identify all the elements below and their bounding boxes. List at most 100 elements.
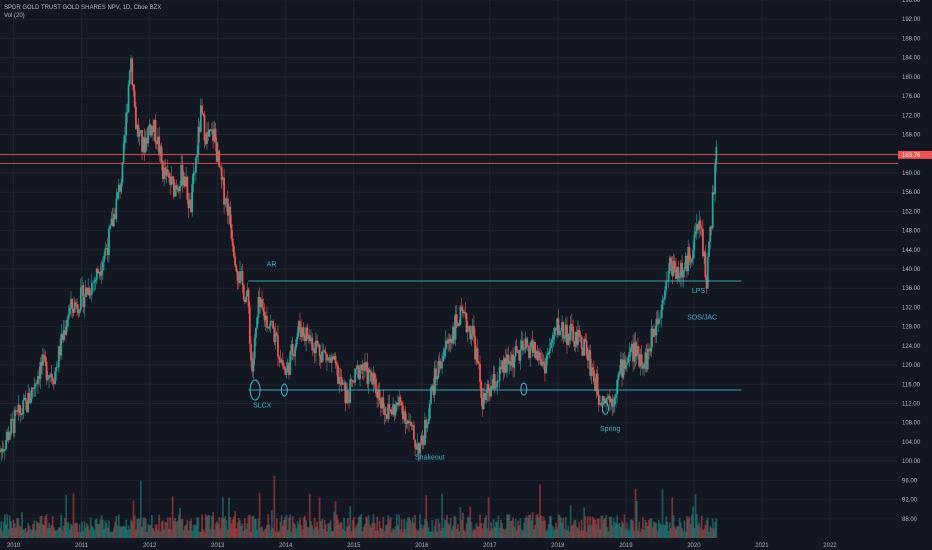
volume-bar bbox=[394, 526, 397, 538]
candle-body bbox=[177, 187, 180, 192]
candle-body bbox=[142, 137, 145, 152]
candle-body bbox=[187, 199, 190, 209]
candle-body bbox=[536, 351, 539, 361]
candle-body bbox=[422, 444, 425, 446]
candle-body bbox=[61, 334, 64, 340]
candle-body bbox=[528, 345, 530, 358]
candle-body bbox=[435, 368, 437, 380]
volume-bar bbox=[550, 516, 552, 538]
candle-body bbox=[470, 333, 473, 340]
candle-body bbox=[66, 319, 69, 327]
candle-body bbox=[220, 167, 223, 181]
candle-body bbox=[562, 322, 565, 339]
candle-body bbox=[0, 448, 3, 452]
candle-body bbox=[283, 365, 285, 370]
candle-body bbox=[566, 324, 568, 345]
volume-bar bbox=[155, 524, 158, 538]
candle-body bbox=[404, 411, 407, 424]
candle-body bbox=[163, 167, 165, 179]
volume-bar bbox=[51, 515, 54, 538]
volume-bar bbox=[700, 515, 703, 538]
volume-bar bbox=[564, 516, 567, 538]
candle-body bbox=[5, 439, 8, 449]
symbol-title[interactable]: SPDR GOLD TRUST GOLD SHARES NPV, 1D, Cbo… bbox=[4, 5, 162, 11]
candle-body bbox=[421, 435, 424, 445]
candle-body bbox=[71, 298, 74, 310]
volume-bar bbox=[77, 531, 80, 538]
volume-bar bbox=[296, 520, 299, 538]
price-axis[interactable]: 88.00 92.00 96.00 100.00 104.00 108.00 112.00 1… bbox=[898, 0, 932, 523]
volume-bar bbox=[461, 512, 464, 538]
volume-bar bbox=[326, 531, 328, 538]
candle-body bbox=[317, 344, 320, 347]
candle-body bbox=[361, 364, 364, 370]
volume-bar bbox=[141, 526, 143, 538]
volume-bar bbox=[2, 521, 5, 538]
volume-bar bbox=[307, 527, 310, 538]
candle-body bbox=[365, 362, 368, 363]
volume-bar bbox=[559, 517, 562, 538]
volume-bar bbox=[678, 517, 681, 538]
candle-body bbox=[579, 334, 582, 337]
candle-body bbox=[318, 344, 321, 357]
volume-bar bbox=[659, 523, 661, 538]
volume-bar bbox=[497, 515, 500, 538]
candle-body bbox=[600, 403, 603, 406]
volume-indicator-label[interactable]: Vol (20) bbox=[4, 13, 25, 19]
candle-body bbox=[286, 362, 289, 369]
volume-bar bbox=[687, 518, 690, 538]
volume-bar bbox=[88, 529, 91, 538]
volume-bar bbox=[104, 520, 107, 538]
candle-body bbox=[493, 374, 496, 389]
volume-bar bbox=[236, 522, 239, 538]
candle-body bbox=[32, 387, 34, 390]
volume-bar bbox=[546, 529, 549, 538]
candle-body bbox=[545, 358, 548, 374]
volume-bar bbox=[0, 521, 3, 538]
x-tick-label: 2018 bbox=[551, 543, 565, 549]
candle-body bbox=[262, 307, 265, 312]
volume-bar bbox=[215, 521, 218, 538]
volume-bar bbox=[504, 529, 507, 538]
candle-body bbox=[637, 346, 639, 355]
candle-body bbox=[76, 304, 79, 310]
volume-bar bbox=[484, 517, 486, 538]
y-tick-label: 112.00 bbox=[902, 402, 921, 408]
volume-bar bbox=[558, 514, 561, 538]
candle-body bbox=[285, 368, 288, 375]
candle-body bbox=[546, 354, 549, 359]
volume-bar bbox=[488, 530, 491, 538]
annotation-label-ar: AR bbox=[267, 262, 277, 269]
volume-bar bbox=[465, 523, 468, 538]
candle-body bbox=[122, 143, 125, 163]
volume-bar bbox=[147, 524, 150, 538]
volume-bar bbox=[126, 529, 129, 538]
candle-body bbox=[535, 351, 538, 358]
volume-bar bbox=[292, 522, 295, 538]
candle-body bbox=[585, 340, 588, 356]
volume-bar bbox=[106, 527, 109, 538]
candle-body bbox=[382, 397, 385, 409]
candle-body bbox=[308, 335, 311, 342]
volume-bar bbox=[65, 494, 68, 538]
volume-bar bbox=[182, 530, 185, 538]
volume-bar bbox=[1, 530, 4, 538]
volume-bar bbox=[570, 525, 573, 538]
candle-body bbox=[441, 361, 443, 369]
volume-bar bbox=[13, 523, 16, 538]
volume-bar bbox=[332, 530, 334, 538]
time-axis[interactable]: 2010 2011 2012 2013 2014 2015 2016 2017 2018 2019… bbox=[7, 543, 837, 549]
volume-bar bbox=[157, 530, 159, 538]
volume-bar bbox=[239, 520, 241, 538]
candle-body bbox=[127, 84, 130, 112]
candle-body bbox=[326, 354, 328, 361]
candle-body bbox=[563, 337, 566, 339]
volume-bar bbox=[406, 517, 409, 538]
candle-body bbox=[344, 382, 347, 404]
volume-bar bbox=[600, 515, 603, 538]
volume-bar bbox=[376, 517, 379, 538]
candle-body bbox=[472, 325, 475, 337]
volume-bar bbox=[392, 528, 394, 538]
